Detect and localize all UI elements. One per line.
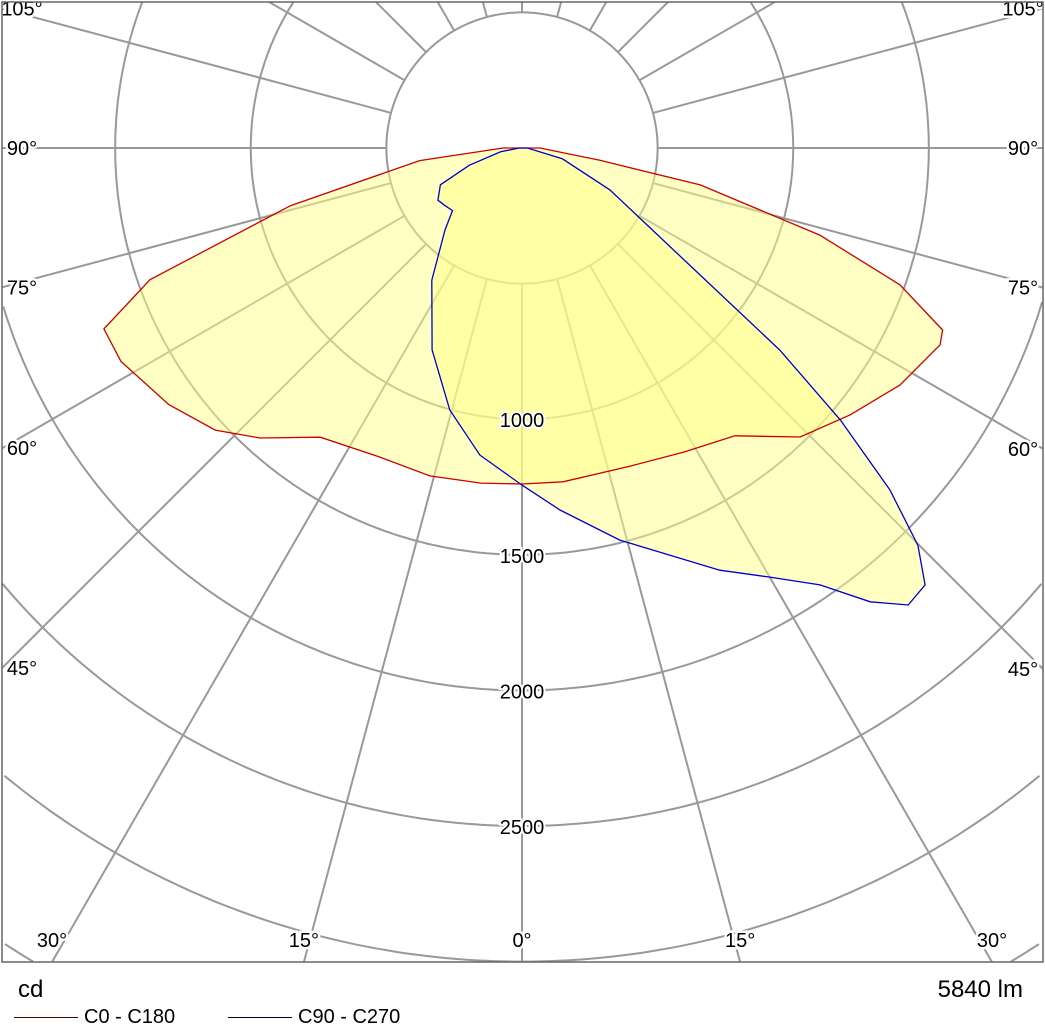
grid-spoke — [652, 7, 1043, 114]
legend-label-c90: C90 - C270 — [298, 1006, 401, 1028]
unit-label: cd — [18, 976, 44, 1003]
angle-label: 90° — [1008, 138, 1038, 160]
radial-tick-label: 2500 — [500, 817, 545, 839]
grid-spoke — [481, 2, 488, 18]
grid-spoke — [2, 7, 392, 114]
grid-spoke — [268, 2, 406, 82]
angle-label: 0° — [512, 930, 531, 952]
luminous-flux-label: 5840 lm — [937, 976, 1023, 1003]
angle-label: 30° — [37, 930, 67, 952]
series-line-c90-c270 — [431, 147, 926, 606]
radial-tick-label: 1500 — [500, 546, 545, 568]
series-fill-1 — [431, 148, 926, 605]
angle-label: 60° — [7, 438, 37, 460]
angle-label: 90° — [7, 138, 37, 160]
grid-spoke — [588, 2, 608, 32]
legend-line-c90 — [228, 1017, 292, 1018]
angle-label: 15° — [289, 930, 319, 952]
angle-label: 105° — [1002, 0, 1043, 20]
radial-tick-label: 1000 — [500, 410, 545, 432]
grid-circle — [2, 583, 1043, 827]
angle-label: 60° — [1008, 439, 1038, 461]
radial-tick-label: 2000 — [500, 681, 545, 703]
angle-label: 30° — [977, 930, 1007, 952]
series-line-c0-c180 — [103, 147, 944, 485]
legend-label-c0: C0 - C180 — [84, 1006, 176, 1028]
angle-label: 105° — [1, 0, 42, 21]
legend-line-c0 — [14, 1017, 78, 1018]
legend-item-c0: C0 - C180 — [14, 1006, 175, 1029]
angle-label: 75° — [7, 277, 37, 299]
grid-circle — [3, 775, 1041, 962]
grid-spoke — [617, 2, 669, 53]
plot-frame — [1, 1, 1044, 963]
grid-spoke — [436, 2, 456, 32]
grid-circle — [4, 943, 1040, 962]
angle-label: 15° — [725, 930, 755, 952]
angle-label: 45° — [1008, 659, 1038, 681]
grid-spoke — [638, 2, 776, 82]
angle-label: 45° — [7, 658, 37, 680]
grid-spoke — [556, 2, 563, 18]
legend-item-c90: C90 - C270 — [228, 1006, 400, 1029]
grid-spoke — [375, 2, 427, 53]
angle-label: 75° — [1008, 278, 1038, 300]
